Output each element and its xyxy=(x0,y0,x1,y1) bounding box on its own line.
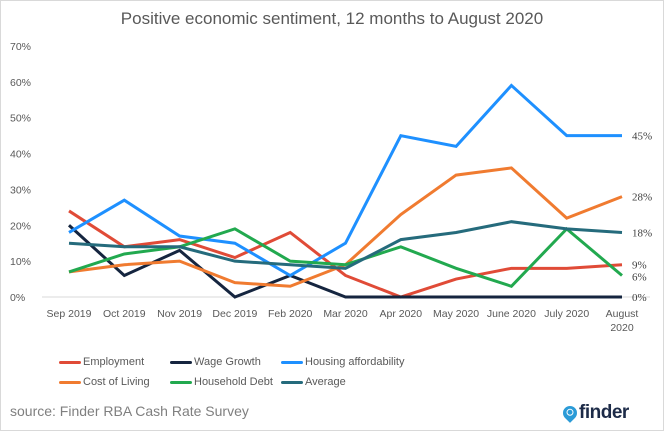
x-tick-label: June 2020 xyxy=(487,308,536,320)
series-line-wage-growth xyxy=(67,224,622,299)
legend-swatch xyxy=(170,380,192,384)
legend-swatch xyxy=(59,380,81,384)
legend-swatch xyxy=(281,360,303,364)
y-tick-label: 10% xyxy=(10,256,31,268)
y-tick-label: 70% xyxy=(10,41,31,53)
series-line-average xyxy=(68,220,623,270)
x-tick-label: August xyxy=(606,308,639,320)
legend-label: Employment xyxy=(83,356,145,368)
end-label: 9% xyxy=(632,260,647,272)
end-label: 28% xyxy=(632,192,652,204)
x-tick-label: Sep 2019 xyxy=(47,308,92,320)
chart-title: Positive economic sentiment, 12 months t… xyxy=(120,9,544,28)
legend-label: Average xyxy=(305,376,346,388)
y-tick-label: 50% xyxy=(10,113,31,125)
legend-swatch xyxy=(59,360,81,364)
x-tick-label: Dec 2019 xyxy=(212,308,257,320)
end-label: 18% xyxy=(632,227,652,239)
legend-item: Housing affordability xyxy=(281,356,404,368)
x-tick-label: Feb 2020 xyxy=(268,308,313,320)
legend-item: Wage Growth xyxy=(170,356,261,368)
series-line-housing-affordability xyxy=(68,83,622,278)
logo-text: finder xyxy=(579,402,629,423)
x-tick-label: July 2020 xyxy=(544,308,589,320)
legend-label: Housing affordability xyxy=(305,356,405,368)
end-label: 0% xyxy=(632,292,647,304)
source-note: source: Finder RBA Cash Rate Survey xyxy=(10,403,249,419)
end-label: 6% xyxy=(632,272,647,284)
y-tick-label: 20% xyxy=(10,220,31,232)
legend-label: Cost of Living xyxy=(83,376,150,388)
legend-item: Household Debt xyxy=(170,376,273,388)
x-tick-label: May 2020 xyxy=(433,308,479,320)
legend-item: Employment xyxy=(59,356,144,368)
legend-swatch xyxy=(281,380,303,384)
x-tick-label: Mar 2020 xyxy=(323,308,368,320)
y-tick-label: 60% xyxy=(10,77,31,89)
x-tick-label: Apr 2020 xyxy=(379,308,422,320)
legend-label: Household Debt xyxy=(194,376,273,388)
search-drop-icon xyxy=(560,403,580,423)
legend-label: Wage Growth xyxy=(194,356,261,368)
x-tick-label: 2020 xyxy=(610,322,634,334)
finder-logo: finder xyxy=(560,402,629,424)
series-line-household-debt xyxy=(68,226,623,288)
y-tick-label: 40% xyxy=(10,149,31,161)
legend-item: Average xyxy=(281,376,346,388)
y-tick-label: 0% xyxy=(10,292,25,304)
end-label: 45% xyxy=(632,131,652,143)
y-tick-label: 30% xyxy=(10,184,31,196)
line-chart: 0% 10% 20% 30% 40% 50% 60% 70% Sep 2019 Oct 2019 N… xyxy=(10,41,652,334)
legend-swatch xyxy=(170,360,192,364)
legend-item: Cost of Living xyxy=(59,376,150,388)
x-tick-label: Nov 2019 xyxy=(157,308,202,320)
x-tick-label: Oct 2019 xyxy=(103,308,146,320)
